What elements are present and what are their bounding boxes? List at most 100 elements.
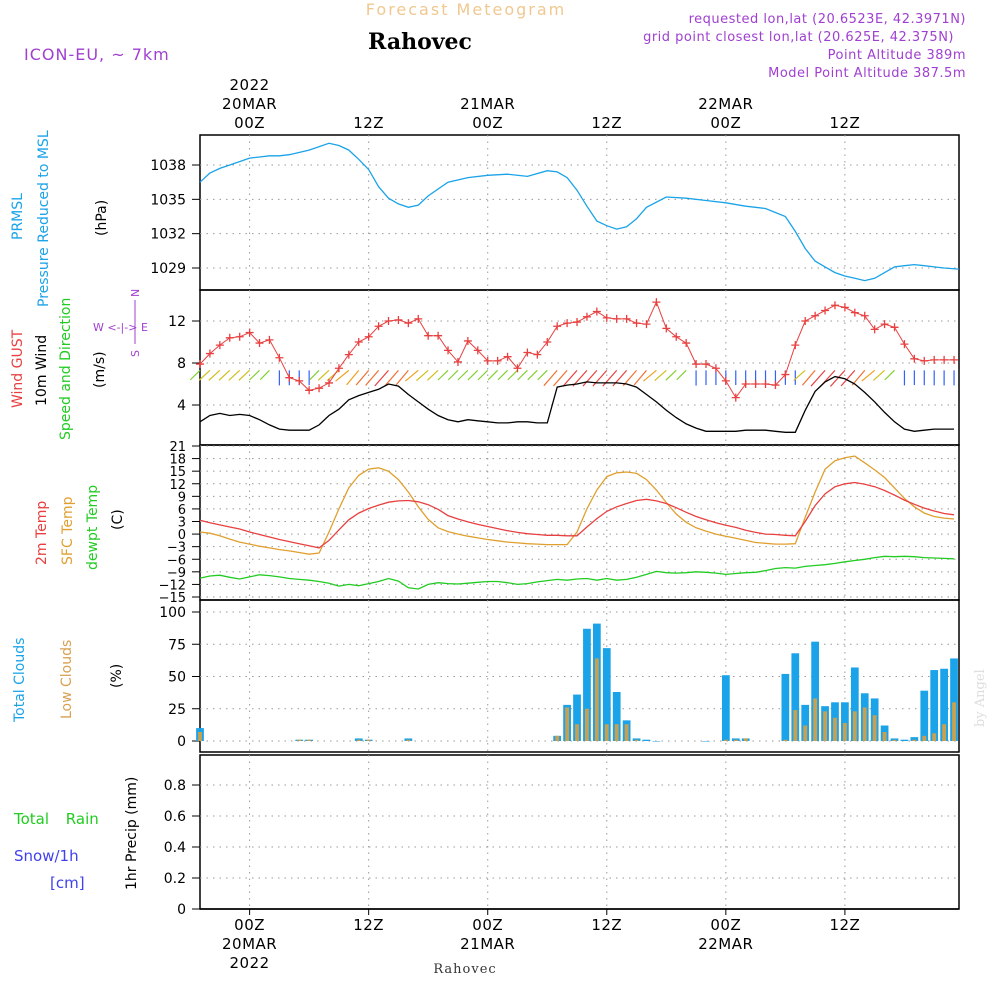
- gust-marker: [463, 336, 472, 345]
- low-cloud-bar: [862, 707, 867, 741]
- low-cloud-bar: [555, 735, 560, 741]
- gust-marker: [295, 376, 304, 385]
- sfc-temp-line: [199, 455, 955, 555]
- gust-marker: [840, 303, 849, 312]
- gust-marker: [205, 349, 214, 358]
- footer-location: Rahovec: [433, 962, 496, 977]
- y-tick-label: 3: [178, 516, 186, 531]
- gust-marker: [692, 360, 701, 369]
- pressure-label-1: PRMSL: [10, 193, 26, 240]
- wind-arrow: [537, 369, 548, 381]
- gust-marker: [285, 373, 294, 382]
- supertitle: Forecast Meteogram: [366, 0, 566, 19]
- time-label: 22MAR: [698, 95, 753, 113]
- y-tick-label: 15: [169, 465, 186, 480]
- gust-marker: [394, 315, 403, 324]
- wind-arrow: [643, 369, 657, 382]
- y-tick-label: 0: [178, 528, 186, 543]
- wind-arrow: [249, 369, 260, 381]
- gust-marker: [404, 319, 413, 328]
- gust-marker: [553, 322, 562, 331]
- wind-arrow: [467, 369, 479, 381]
- wind-arrow: [622, 369, 638, 387]
- wind-arrow: [374, 369, 389, 387]
- dewpoint-line: [199, 555, 955, 590]
- y-tick-label: −6: [167, 553, 186, 568]
- wind-arrow: [457, 369, 469, 381]
- low-cloud-bar: [743, 738, 748, 741]
- time-label: 00Z: [710, 916, 741, 934]
- gust-marker: [543, 338, 552, 346]
- wind-arrow: [426, 369, 439, 381]
- wind-arrow: [553, 369, 568, 387]
- model-label: ICON-EU, ~ 7km: [24, 45, 170, 64]
- wind-arrow: [665, 369, 677, 381]
- gust-marker: [632, 319, 641, 328]
- total-rain-label: Total Rain: [13, 810, 99, 828]
- temp-unit: (C): [110, 509, 126, 530]
- watermark: by Angel: [973, 669, 988, 727]
- gust-marker: [344, 350, 353, 359]
- wind-arrow: [861, 369, 876, 382]
- y-tick-label: 0: [177, 902, 186, 918]
- low-clouds-label: Low Clouds: [59, 640, 75, 719]
- gust-marker: [324, 378, 333, 387]
- y-tick-label: 1032: [150, 227, 186, 243]
- wind-panel: [199, 289, 960, 446]
- y-tick-label: −12: [159, 578, 186, 593]
- gust-marker: [265, 335, 274, 344]
- compass-s: S: [129, 350, 142, 357]
- gust-marker: [523, 348, 532, 357]
- total-cloud-bar: [890, 738, 899, 741]
- total-cloud-bar: [841, 702, 849, 741]
- total-cloud-bar: [811, 641, 820, 741]
- low-cloud-bar: [793, 710, 798, 741]
- y-tick-label: 18: [169, 453, 186, 468]
- gust-marker: [483, 356, 492, 365]
- wind-arrow: [384, 369, 399, 387]
- wind-arrow: [793, 369, 806, 382]
- time-label: 12Z: [829, 916, 860, 934]
- y-tick-label: 6: [178, 503, 186, 518]
- gust-marker: [384, 317, 393, 325]
- gust-marker: [890, 323, 899, 332]
- low-cloud-bar: [604, 724, 609, 741]
- pressure-label-2: Pressure Reduced to MSL: [36, 130, 52, 307]
- wind10-line: [199, 375, 954, 433]
- wind-arrow: [208, 369, 221, 381]
- gust-marker: [702, 360, 710, 369]
- gust-marker: [721, 376, 730, 385]
- y-tick-label: −9: [167, 566, 186, 581]
- wind-arrow: [189, 369, 201, 381]
- gust-marker: [612, 314, 621, 323]
- series: [189, 142, 960, 910]
- y-tick-label: 25: [168, 702, 186, 718]
- temp2m-line: [199, 481, 955, 549]
- gust-marker: [592, 307, 601, 316]
- gust-marker: [910, 354, 919, 363]
- low-cloud-bar: [803, 725, 808, 741]
- wind-arrow: [355, 369, 370, 386]
- total-cloud-bar: [721, 675, 730, 741]
- low-cloud-bar: [406, 739, 411, 741]
- y-tick-label: 1035: [150, 192, 186, 208]
- gust-marker: [364, 332, 373, 341]
- gust-marker: [731, 393, 740, 402]
- time-label: 12Z: [829, 114, 860, 132]
- low-cloud-bar: [733, 739, 738, 741]
- y-tick-label: 12: [168, 314, 186, 330]
- y-tick-label: −15: [159, 591, 186, 606]
- y-tick-label: 8: [177, 356, 186, 372]
- low-cloud-bar: [842, 722, 847, 741]
- wind-arrow: [346, 369, 360, 386]
- compass-we: W <-|-> E: [93, 321, 148, 334]
- low-cloud-bar: [852, 711, 857, 741]
- y-tick-label: 50: [168, 670, 186, 686]
- y-tick-label: 0.8: [164, 778, 186, 794]
- gust-marker: [821, 306, 830, 315]
- pressure-line: [199, 142, 960, 282]
- total-cloud-bar: [850, 667, 859, 741]
- low-cloud-bar: [882, 731, 887, 741]
